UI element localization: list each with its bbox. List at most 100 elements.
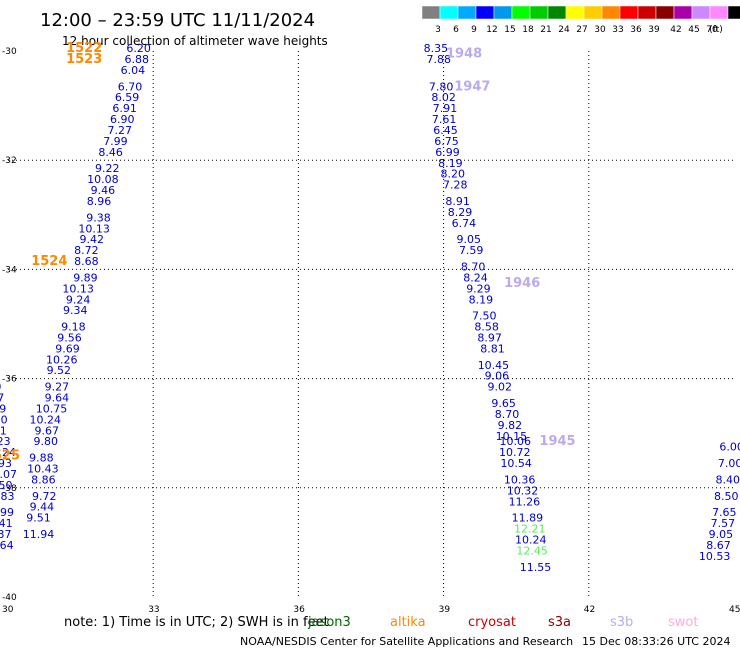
wave-height-value: 8.70 [461, 260, 486, 273]
x-tick-label: 39 [439, 605, 451, 615]
x-tick-label: 45 [729, 605, 740, 615]
wave-height-value: 8.96 [87, 195, 112, 208]
wave-height-value: 9.27 [45, 381, 70, 394]
wave-height-value: 9.88 [29, 452, 54, 465]
wave-height-value: 11.26 [509, 495, 541, 508]
satellite-legend-item: jason3 [307, 615, 351, 630]
wave-height-value: 8.68 [74, 255, 99, 268]
wave-height-value: 10.24 [0, 446, 16, 459]
wave-height-value: 7.50 [472, 310, 497, 323]
colorbar-swatch [619, 5, 639, 20]
credit-text: NOAA/NESDIS Center for Satellite Applica… [240, 635, 573, 648]
wave-height-value: 8.40 [715, 473, 740, 486]
pass-label: 2024 [0, 410, 1, 425]
wave-height-value: 9.23 [0, 435, 11, 448]
wave-height-value: 9.51 [26, 512, 51, 525]
wave-height-value: 8.58 [474, 321, 499, 334]
wave-height-value: 10.24 [515, 533, 547, 546]
wave-height-value: 10.53 [699, 550, 731, 563]
y-tick-label: -36 [2, 375, 17, 385]
colorbar-swatch [601, 5, 621, 20]
satellite-legend-item: altika [390, 615, 426, 630]
colorbar-label: 33 [612, 25, 623, 35]
wave-height-value: 10.15 [496, 430, 528, 443]
wave-height-value: 6.75 [434, 135, 459, 148]
wave-height-value: 6.59 [115, 91, 140, 104]
wave-height-value: 8.50 [714, 490, 739, 503]
wave-height-value: 9.22 [95, 162, 120, 175]
y-tick-label: -34 [2, 265, 17, 275]
wave-height-value: 6.74 [452, 217, 477, 230]
wave-height-value: 9.82 [498, 419, 523, 432]
pass-label: 1524 [31, 254, 67, 269]
wave-height-value: 6.88 [124, 53, 149, 66]
colorbar-swatch [421, 5, 441, 20]
wave-height-value: 6.00 [719, 441, 740, 454]
wave-height-value: 10.36 [504, 473, 536, 486]
wave-height-value: 6.20 [126, 42, 151, 55]
wave-height-value: 8.50 [0, 381, 1, 394]
colorbar-label: 18 [522, 25, 534, 35]
wave-height-value: 9.80 [34, 435, 59, 448]
colorbar-label: 45 [688, 25, 699, 35]
colorbar-swatch [457, 5, 477, 20]
wave-height-value: 11.89 [512, 512, 544, 525]
wave-height-value: 9.52 [47, 364, 72, 377]
wave-height-value: 9.05 [457, 233, 482, 246]
footer-note: note: 1) Time is in UTC; 2) SWH is in fe… [64, 615, 329, 630]
wave-height-value: 9.02 [487, 381, 512, 394]
colorbar-label: 3 [435, 25, 441, 35]
pass-label: 1945 [539, 434, 575, 449]
wave-height-value: 10.54 [500, 457, 532, 470]
wave-height-value: 7.99 [103, 135, 128, 148]
wave-height-value: 8.30 [0, 413, 8, 426]
wave-height-value: 9.59 [0, 402, 6, 415]
wave-height-value: 9.42 [79, 233, 104, 246]
colorbar-swatch [637, 5, 657, 20]
satellite-legend-item: cryosat [468, 615, 516, 630]
x-tick-label: 36 [293, 605, 305, 615]
colorbar-label: 12 [486, 25, 497, 35]
colorbar-label: 36 [630, 25, 642, 35]
wave-height-value: 7.59 [459, 244, 484, 257]
wave-height-value: 11.94 [23, 528, 55, 541]
chart-subtitle: 12 hour collection of altimeter wave hei… [62, 34, 328, 48]
wave-height-value: 9.06 [485, 370, 510, 383]
colorbar-swatch [673, 5, 693, 20]
colorbar-swatch [547, 5, 567, 20]
colorbar-swatch [655, 5, 675, 20]
wave-height-value: 10.41 [0, 517, 13, 530]
wave-height-value: 9.91 [0, 424, 7, 437]
colorbar-swatch [439, 5, 459, 20]
wave-height-value: 7.00 [718, 457, 740, 470]
colorbar-swatch [727, 5, 740, 20]
x-tick-label: 33 [148, 605, 159, 615]
wave-height-value: 10.13 [78, 222, 110, 235]
satellite-legend: jason3 altika cryosat s3a s3b swot [307, 615, 698, 630]
wave-height-value: 9.18 [61, 321, 86, 334]
wave-height-value: 10.43 [27, 463, 59, 476]
colorbar-swatch [565, 5, 585, 20]
colorbar-label: 6 [453, 25, 459, 35]
wave-height-value: 9.99 [0, 506, 14, 519]
colorbar-swatch [691, 5, 711, 20]
wave-height-value: 10.26 [46, 353, 78, 366]
wave-height-points: 6.206.886.04 6.706.596.916.907.277.998.46… [0, 42, 740, 574]
satellite-legend-item: swot [668, 615, 698, 630]
wave-height-value: 7.65 [712, 506, 737, 519]
wave-height-value: 10.75 [36, 402, 68, 415]
wave-height-value: 8.86 [31, 473, 56, 486]
pass-label: 1946 [504, 276, 540, 291]
pass-label: 1947 [454, 79, 490, 94]
wave-height-value: 8.19 [469, 293, 494, 306]
pass-label: 1523 [66, 52, 102, 67]
colorbar-swatch [511, 5, 531, 20]
wave-height-value: 10.64 [0, 539, 14, 552]
wave-height-value: 8.02 [431, 91, 456, 104]
wave-height-value: 9.83 [0, 490, 14, 503]
wave-height-value: 9.44 [30, 501, 55, 514]
wave-height-value: 9.69 [55, 342, 80, 355]
wave-height-value: 9.72 [32, 490, 57, 503]
colorbar-label: 24 [558, 25, 570, 35]
y-tick-label: -32 [2, 156, 17, 166]
